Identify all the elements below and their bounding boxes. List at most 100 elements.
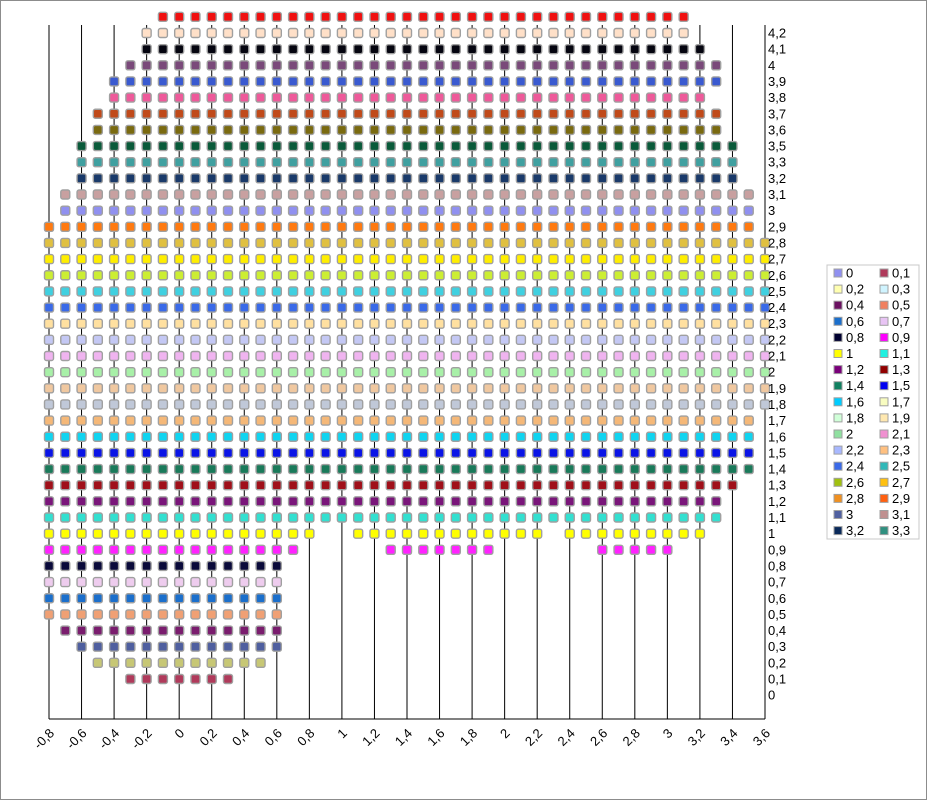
data-point (125, 463, 136, 475)
data-point (222, 237, 234, 249)
data-point (662, 383, 673, 394)
data-point (60, 480, 71, 491)
data-point (466, 463, 478, 475)
data-point (92, 625, 104, 636)
data-point (531, 27, 543, 39)
data-point (531, 383, 543, 394)
data-point (255, 140, 266, 152)
data-point (580, 189, 592, 200)
data-point (320, 156, 331, 168)
data-point (239, 560, 250, 572)
data-point (43, 334, 55, 346)
data-point (239, 657, 250, 669)
data-point (678, 221, 689, 233)
data-point (157, 480, 169, 491)
data-point (92, 156, 104, 168)
data-point (499, 205, 510, 216)
data-point (108, 221, 120, 233)
data-point (548, 512, 559, 523)
data-point (222, 383, 234, 394)
data-point (206, 237, 217, 249)
data-point (743, 221, 754, 233)
data-point (206, 609, 217, 620)
data-point (206, 366, 217, 378)
data-point (287, 399, 299, 410)
data-point (304, 334, 315, 346)
data-point (287, 237, 299, 249)
data-point (434, 173, 445, 184)
legend-label: 1,7 (892, 394, 910, 409)
y-tick-label: 3,2 (768, 171, 786, 186)
data-point (678, 205, 689, 216)
data-point (287, 415, 299, 426)
data-point (515, 124, 527, 136)
data-point (222, 560, 234, 572)
data-point (271, 350, 283, 362)
x-tick-label: 3,2 (685, 726, 708, 749)
data-point (43, 528, 55, 539)
data-point (645, 60, 657, 71)
data-point (336, 189, 348, 200)
data-point (629, 431, 641, 442)
data-point (108, 92, 120, 103)
data-point (271, 334, 283, 346)
data-point (662, 205, 673, 216)
data-point (60, 560, 71, 572)
data-point (401, 480, 413, 491)
data-point (206, 43, 217, 55)
data-point (173, 76, 185, 87)
data-point (271, 189, 283, 200)
data-point (466, 205, 478, 216)
data-point (157, 76, 169, 87)
data-point (157, 641, 169, 652)
data-point (385, 334, 396, 346)
y-tick-label: 4,2 (768, 26, 786, 41)
data-point (369, 270, 380, 281)
data-point (564, 253, 575, 265)
data-point (173, 625, 185, 636)
data-point (548, 140, 559, 152)
data-point (743, 302, 754, 313)
data-point (304, 43, 315, 55)
data-point (613, 334, 624, 346)
data-point (255, 528, 266, 539)
data-point (564, 11, 575, 23)
data-point (580, 237, 592, 249)
data-point (336, 92, 348, 103)
data-point (255, 544, 266, 555)
data-point (92, 302, 104, 313)
data-point (662, 415, 673, 426)
data-point (125, 609, 136, 620)
data-point (173, 124, 185, 136)
data-point (92, 286, 104, 297)
data-point (662, 27, 673, 39)
data-point (287, 76, 299, 87)
data-point (597, 43, 608, 55)
data-point (499, 528, 510, 539)
data-point (304, 237, 315, 249)
data-point (141, 124, 152, 136)
data-point (385, 286, 396, 297)
data-point (564, 431, 575, 442)
data-point (645, 302, 657, 313)
legend-swatch (879, 510, 889, 519)
data-point (483, 140, 494, 152)
data-point (401, 415, 413, 426)
data-point (173, 318, 185, 329)
data-point (662, 76, 673, 87)
data-point (564, 480, 575, 491)
data-point (76, 480, 87, 491)
data-point (206, 286, 217, 297)
data-point (76, 560, 87, 572)
data-point (597, 92, 608, 103)
data-point (515, 447, 527, 459)
y-tick-label: 2,4 (768, 300, 786, 315)
data-point (483, 253, 494, 265)
data-point (564, 512, 575, 523)
data-point (190, 383, 201, 394)
data-point (336, 124, 348, 136)
data-point (369, 108, 380, 119)
data-point (369, 512, 380, 523)
data-point (320, 76, 331, 87)
data-point (548, 383, 559, 394)
